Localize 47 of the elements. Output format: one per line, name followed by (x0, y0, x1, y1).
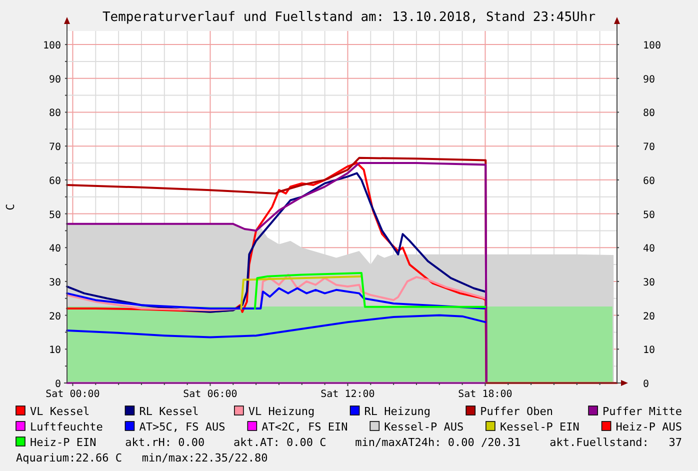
y-tick-label: 50 (48, 210, 61, 221)
y-tick-label: 30 (48, 277, 61, 288)
text: min/maxAT24h: 0.00 /20.31 (355, 436, 521, 449)
legend-label: Puffer Mitte (602, 405, 682, 418)
y2-tick-label: 10 (643, 345, 656, 356)
legend-label: VL Heizung (248, 405, 315, 418)
y-tick-label: 40 (48, 244, 61, 255)
legend-label: Heiz-P EIN (30, 436, 96, 449)
legend-label: Puffer Oben (480, 405, 553, 418)
x-tick-label: Sat 00:00 (46, 389, 100, 400)
y2-tick-label: 90 (643, 74, 656, 86)
legend-label: Luftfeuchte (30, 420, 103, 434)
y2-tick-label: 20 (643, 311, 656, 322)
legend-label: Kessel-P EIN (500, 420, 580, 434)
legend-label: AT>5C, FS AUS (139, 420, 226, 434)
text: min/max:22.35/22.80 (142, 452, 268, 464)
legend-label: AT<2C, FS EIN (262, 420, 348, 434)
y-tick-label: 20 (48, 311, 61, 322)
y-tick-label: 80 (48, 108, 61, 120)
chart-title: Temperaturverlauf und Fuellstand am: 13.10.2018, Stand 23:45Uhr (102, 10, 596, 25)
legend-label: VL Kessel (30, 405, 90, 418)
y2-tick-label: 60 (643, 176, 656, 187)
text: Aquarium:22.66 C (16, 452, 122, 464)
y-axis-title: C (4, 204, 17, 210)
y-tick-label: 10 (48, 345, 61, 356)
text: akt.Fuellstand: 37 (550, 436, 682, 449)
y-tick-label: 70 (48, 142, 61, 154)
legend-label: Kessel-P AUS (384, 420, 464, 434)
x-tick-label: Sat 06:00 (183, 389, 238, 400)
y-tick-label: 100 (42, 40, 61, 52)
y2-tick-label: 0 (643, 379, 650, 390)
text: akt.rH: 0.00 (125, 436, 205, 449)
legend-label: RL Heizung (364, 405, 430, 418)
x-tick-label: Sat 12:00 (320, 389, 375, 400)
y2-tick-label: 50 (643, 210, 656, 221)
text: akt.AT: 0.00 C (234, 436, 326, 449)
legend-label: Heiz-P AUS (616, 420, 682, 434)
y2-tick-label: 40 (643, 244, 656, 255)
y2-tick-label: 30 (643, 277, 656, 288)
y-tick-label: 90 (48, 74, 61, 86)
y-tick-label: 0 (54, 379, 61, 390)
y2-tick-label: 70 (643, 142, 656, 154)
x-tick-label: Sat 18:00 (458, 389, 512, 400)
y2-tick-label: 100 (643, 40, 662, 52)
y-tick-label: 60 (48, 176, 61, 187)
legend-label: RL Kessel (139, 405, 199, 418)
y2-tick-label: 80 (643, 108, 656, 120)
